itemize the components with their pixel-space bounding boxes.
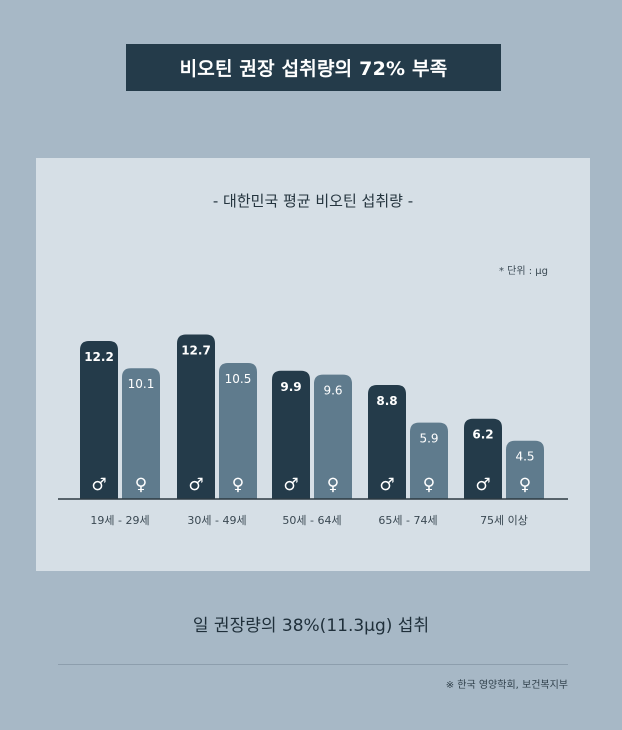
divider xyxy=(58,664,568,665)
chart-title: - 대한민국 평균 비오틴 섭취량 - xyxy=(212,192,414,210)
bar-female-1 xyxy=(219,363,257,499)
male-symbol-icon: ♂ xyxy=(91,475,106,495)
bar-value-label: 6.2 xyxy=(472,428,493,442)
bar-value-label: 5.9 xyxy=(419,432,438,446)
bar-male-2 xyxy=(272,370,310,499)
category-label: 30세 - 49세 xyxy=(187,514,246,527)
bar-female-2 xyxy=(314,374,352,499)
female-symbol-icon: ♀ xyxy=(423,475,435,495)
female-symbol-icon: ♀ xyxy=(519,475,531,495)
male-symbol-icon: ♂ xyxy=(188,475,203,495)
bar-value-label: 9.9 xyxy=(280,380,301,394)
chart-panel: - 대한민국 평균 비오틴 섭취량 - * 단위 : μg 12.2 ♂ 10.1 ♀… xyxy=(36,158,590,571)
bar-value-label: 12.7 xyxy=(181,344,211,358)
bar-value-label: 8.8 xyxy=(376,394,397,408)
bar-male-4 xyxy=(464,418,502,499)
female-symbol-icon: ♀ xyxy=(327,475,339,495)
category-label: 50세 - 64세 xyxy=(282,514,341,527)
category-label: 75세 이상 xyxy=(480,514,528,527)
source-note: ※ 한국 영양학회, 보건복지부 xyxy=(445,680,568,691)
bar-value-label: 9.6 xyxy=(323,384,342,398)
bar-male-1 xyxy=(177,334,215,499)
bar-male-3 xyxy=(368,385,406,499)
bar-value-label: 12.2 xyxy=(84,350,114,364)
unit-note: * 단위 : μg xyxy=(498,266,548,277)
bar-male-0 xyxy=(80,341,118,499)
bar-value-label: 10.1 xyxy=(128,377,155,391)
bar-value-label: 4.5 xyxy=(515,450,534,464)
bar-female-4 xyxy=(506,440,544,499)
bar-female-3 xyxy=(410,422,448,499)
female-symbol-icon: ♀ xyxy=(135,475,147,495)
bar-female-0 xyxy=(122,368,160,499)
male-symbol-icon: ♂ xyxy=(283,475,298,495)
category-label: 19세 - 29세 xyxy=(90,514,149,527)
male-symbol-icon: ♂ xyxy=(379,475,394,495)
headline: 비오틴 권장 섭취량의 72% 부족 xyxy=(126,44,501,91)
female-symbol-icon: ♀ xyxy=(232,475,244,495)
bar-value-label: 10.5 xyxy=(225,372,252,386)
intake-caption: 일 권장량의 38%(11.3μg) 섭취 xyxy=(192,616,430,636)
category-label: 65세 - 74세 xyxy=(378,514,437,527)
bar-chart: 12.2 ♂ 10.1 ♀ 19세 - 29세 12.7 ♂ 10.5 ♀ 30세 - 49세 9.… xyxy=(58,334,568,527)
male-symbol-icon: ♂ xyxy=(475,475,490,495)
